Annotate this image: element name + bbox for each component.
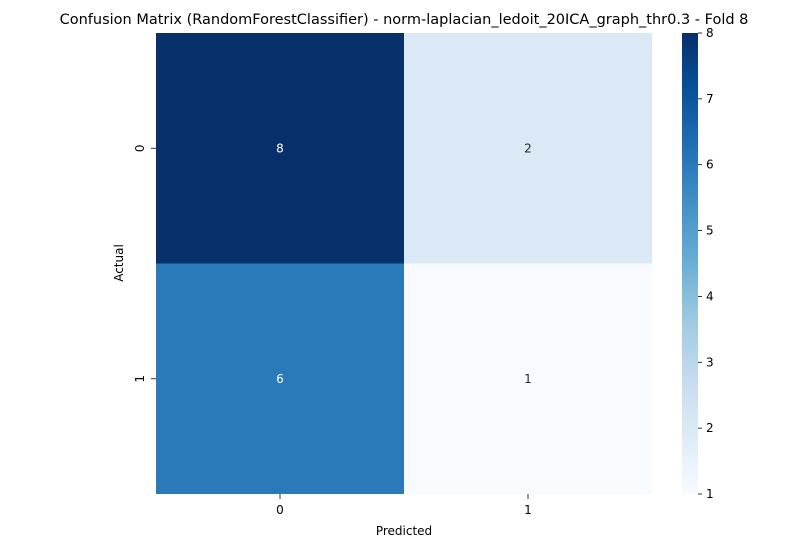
heatmap-cell-1-1 bbox=[404, 263, 652, 494]
heatmap-cell-0-0 bbox=[156, 33, 404, 264]
colorbar-ticks: 1 2 3 4 5 6 7 8 bbox=[698, 26, 714, 501]
colorbar-tick-label: 4 bbox=[706, 289, 714, 303]
cell-labels: 8 2 6 1 bbox=[276, 141, 532, 386]
colorbar bbox=[682, 33, 698, 494]
x-axis-label: Predicted bbox=[376, 524, 432, 538]
colorbar-tick-label: 6 bbox=[706, 158, 714, 172]
heatmap-cell-0-1 bbox=[404, 33, 652, 264]
cell-value-1-1: 1 bbox=[524, 372, 532, 386]
y-axis-label: Actual bbox=[112, 244, 126, 282]
cell-value-0-0: 8 bbox=[276, 141, 284, 155]
x-tick-label: 0 bbox=[276, 503, 284, 517]
colorbar-tick-label: 1 bbox=[706, 487, 714, 501]
heatmap-cell-1-0 bbox=[156, 263, 404, 494]
y-axis-ticks: 01 bbox=[133, 144, 156, 383]
colorbar-tick-label: 2 bbox=[706, 421, 714, 435]
y-tick-label: 1 bbox=[133, 375, 147, 383]
colorbar-tick-label: 8 bbox=[706, 26, 714, 40]
chart-title: Confusion Matrix (RandomForestClassifier… bbox=[60, 12, 749, 28]
cell-value-0-1: 2 bbox=[524, 141, 532, 155]
y-tick-label: 0 bbox=[133, 144, 147, 152]
heatmap-cells bbox=[156, 33, 652, 494]
colorbar-tick-label: 7 bbox=[706, 92, 714, 106]
colorbar-tick-label: 3 bbox=[706, 355, 714, 369]
colorbar-tick-label: 5 bbox=[706, 224, 714, 238]
x-tick-label: 1 bbox=[524, 503, 532, 517]
cell-value-1-0: 6 bbox=[276, 372, 284, 386]
